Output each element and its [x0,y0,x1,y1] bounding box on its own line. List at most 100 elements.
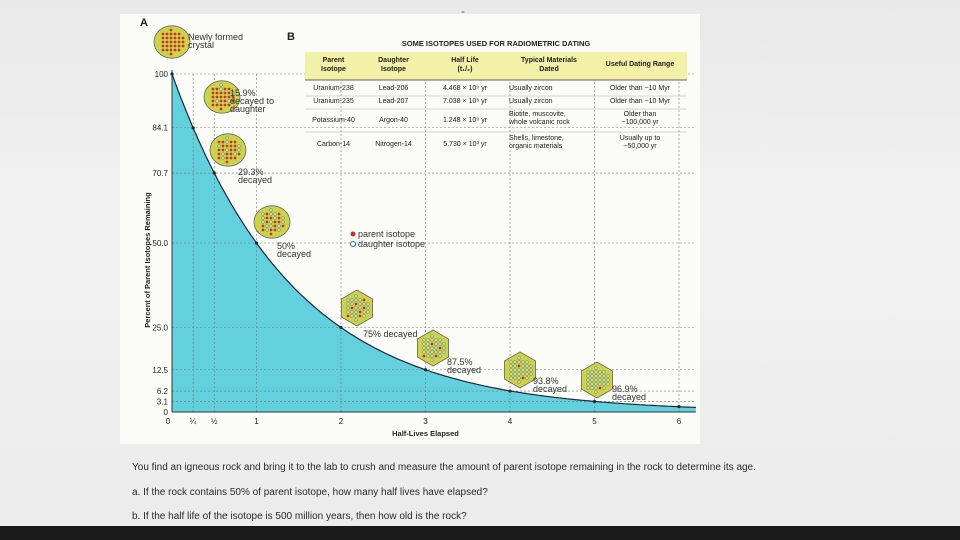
table-cell-1-0-line-0: Uranium-235 [313,98,354,105]
crystal-dot-7-5 [602,370,606,374]
crystal-dot-2-4 [229,140,233,144]
x-tick-label-0: 0 [166,417,171,426]
crystal-dot-4-5 [362,298,366,302]
table-cell-3-0-line-0: Carbon-14 [317,141,350,148]
crystal-dot-4-29 [354,318,358,322]
crystal-dot-4-17 [366,306,370,310]
crystal-dot-0-27 [173,48,177,52]
y-tick-label-0: 0 [164,408,169,417]
annotation-decay_6-line-1: decayed [533,384,567,394]
crystal-dot-3-22 [277,224,281,228]
x-tick-label-1: ¼ [190,417,197,426]
data-point-4 [339,325,343,330]
crystal-dot-3-19 [265,224,269,228]
crystal-dot-5-16 [438,346,442,350]
crystal-dot-2-1 [217,140,221,144]
crystal-dot-3-24 [261,228,265,232]
crystal-dot-6-25 [513,376,517,380]
crystal-dot-5-1 [422,338,426,342]
table-cell-3-3-line-0: Shells, limestone, [509,135,564,142]
annotation-new_crystal-line-1: crystal [188,40,214,50]
crystal-dot-5-9 [434,342,438,346]
crystal-dot-1-19 [215,99,219,103]
crystal-dot-6-20 [517,372,521,376]
crystal-dot-4-21 [358,310,362,314]
crystal-dot-6-21 [521,372,525,376]
crystal-dot-7-25 [590,386,594,390]
crystal-dot-3-1 [261,212,265,216]
crystal-dot-3-13 [265,220,269,224]
data-point-5 [423,368,428,372]
crystal-dot-0-2 [165,32,169,36]
crystal-dot-4-20 [354,310,358,314]
crystal-dot-7-12 [586,378,590,382]
annotation-decay_2-line-0: 29.3% [238,167,264,177]
crystal-dot-7-3 [594,370,598,374]
crystal-dot-1-26 [219,103,223,107]
crystal-dot-2-24 [217,156,221,160]
crystal-dot-6-11 [529,364,533,368]
crystal-dot-7-11 [606,374,610,378]
crystal-dot-2-15 [229,148,233,152]
crystal-dot-7-24 [586,386,590,390]
crystal-dot-1-1 [211,87,215,91]
legend-parent-label: parent isotope [358,229,415,239]
crystal-dot-3-16 [277,220,281,224]
crystal-dot-4-23 [366,310,370,314]
crystal-dot-0-6 [161,36,165,40]
crystal-dot-2-16 [233,148,237,152]
crystal-dot-3-14 [269,220,273,224]
crystal-dot-6-19 [513,372,517,376]
crystal-dot-5-19 [426,350,430,354]
crystal-dot-0-8 [169,36,173,40]
crystal-dot-2-21 [229,152,233,156]
crystal-dot-5-20 [430,350,434,354]
table-cell-2-4-line-0: Older than [624,111,657,118]
crystal-dot-4-19 [350,310,354,314]
table-cell-0-1-line-0: Lead-206 [379,85,409,92]
crystal-dot-4-3 [354,298,358,302]
crystal-dot-2-8 [225,144,229,148]
annotation-decay_6-line-0: 93.8% [533,376,559,386]
crystal-2 [209,133,247,167]
crystal-dot-4-0 [354,294,358,298]
crystal-dot-1-3 [219,87,223,91]
crystal-dot-7-22 [602,382,606,386]
crystal-dot-1-23 [231,99,235,103]
table-cell-2-0-line-0: Potassium-40 [312,117,355,124]
crystal-dot-6-8 [517,364,521,368]
crystal-dot-7-16 [602,378,606,382]
crystal-dot-0-12 [161,40,165,44]
data-point-3 [254,241,259,245]
data-point-0 [170,72,174,76]
y-tick-label-3: 12.5 [152,366,168,375]
crystal-dot-2-19 [221,152,225,156]
crystal-dot-4-14 [354,306,358,310]
crystal-dot-0-23 [181,44,185,48]
crystal-6 [503,351,536,389]
crystal-dot-6-7 [513,364,517,368]
crystal-dot-3-7 [265,216,269,220]
crystal-dot-6-3 [517,360,521,364]
crystal-dot-6-10 [525,364,529,368]
crystal-dot-3-17 [281,220,285,224]
isotope-table: SOME ISOTOPES USED FOR RADIOMETRIC DATIN… [305,39,687,150]
crystal-dot-7-19 [590,382,594,386]
crystal-dot-5-13 [426,346,430,350]
crystal-dot-2-10 [233,144,237,148]
table-cell-2-4-line-1: ~100,000 yr [621,119,659,126]
crystal-dot-7-29 [594,390,598,394]
crystal-dot-5-10 [438,342,442,346]
crystal-dot-0-3 [169,32,173,36]
crystal-dot-5-17 [442,346,446,350]
crystal-dot-0-20 [169,44,173,48]
window-minimize-mark[interactable]: - [461,4,465,18]
crystal-dot-4-28 [362,314,366,318]
y-tick-label-8: 100 [155,70,169,79]
annotation-decay_1-line-2: daughter [230,104,266,114]
x-tick-label-6: 4 [508,417,513,426]
crystal-dot-6-27 [521,376,525,380]
table-cell-2-3-line-0: Biotite, muscovite, [509,111,566,118]
crystal-dot-2-7 [221,144,225,148]
